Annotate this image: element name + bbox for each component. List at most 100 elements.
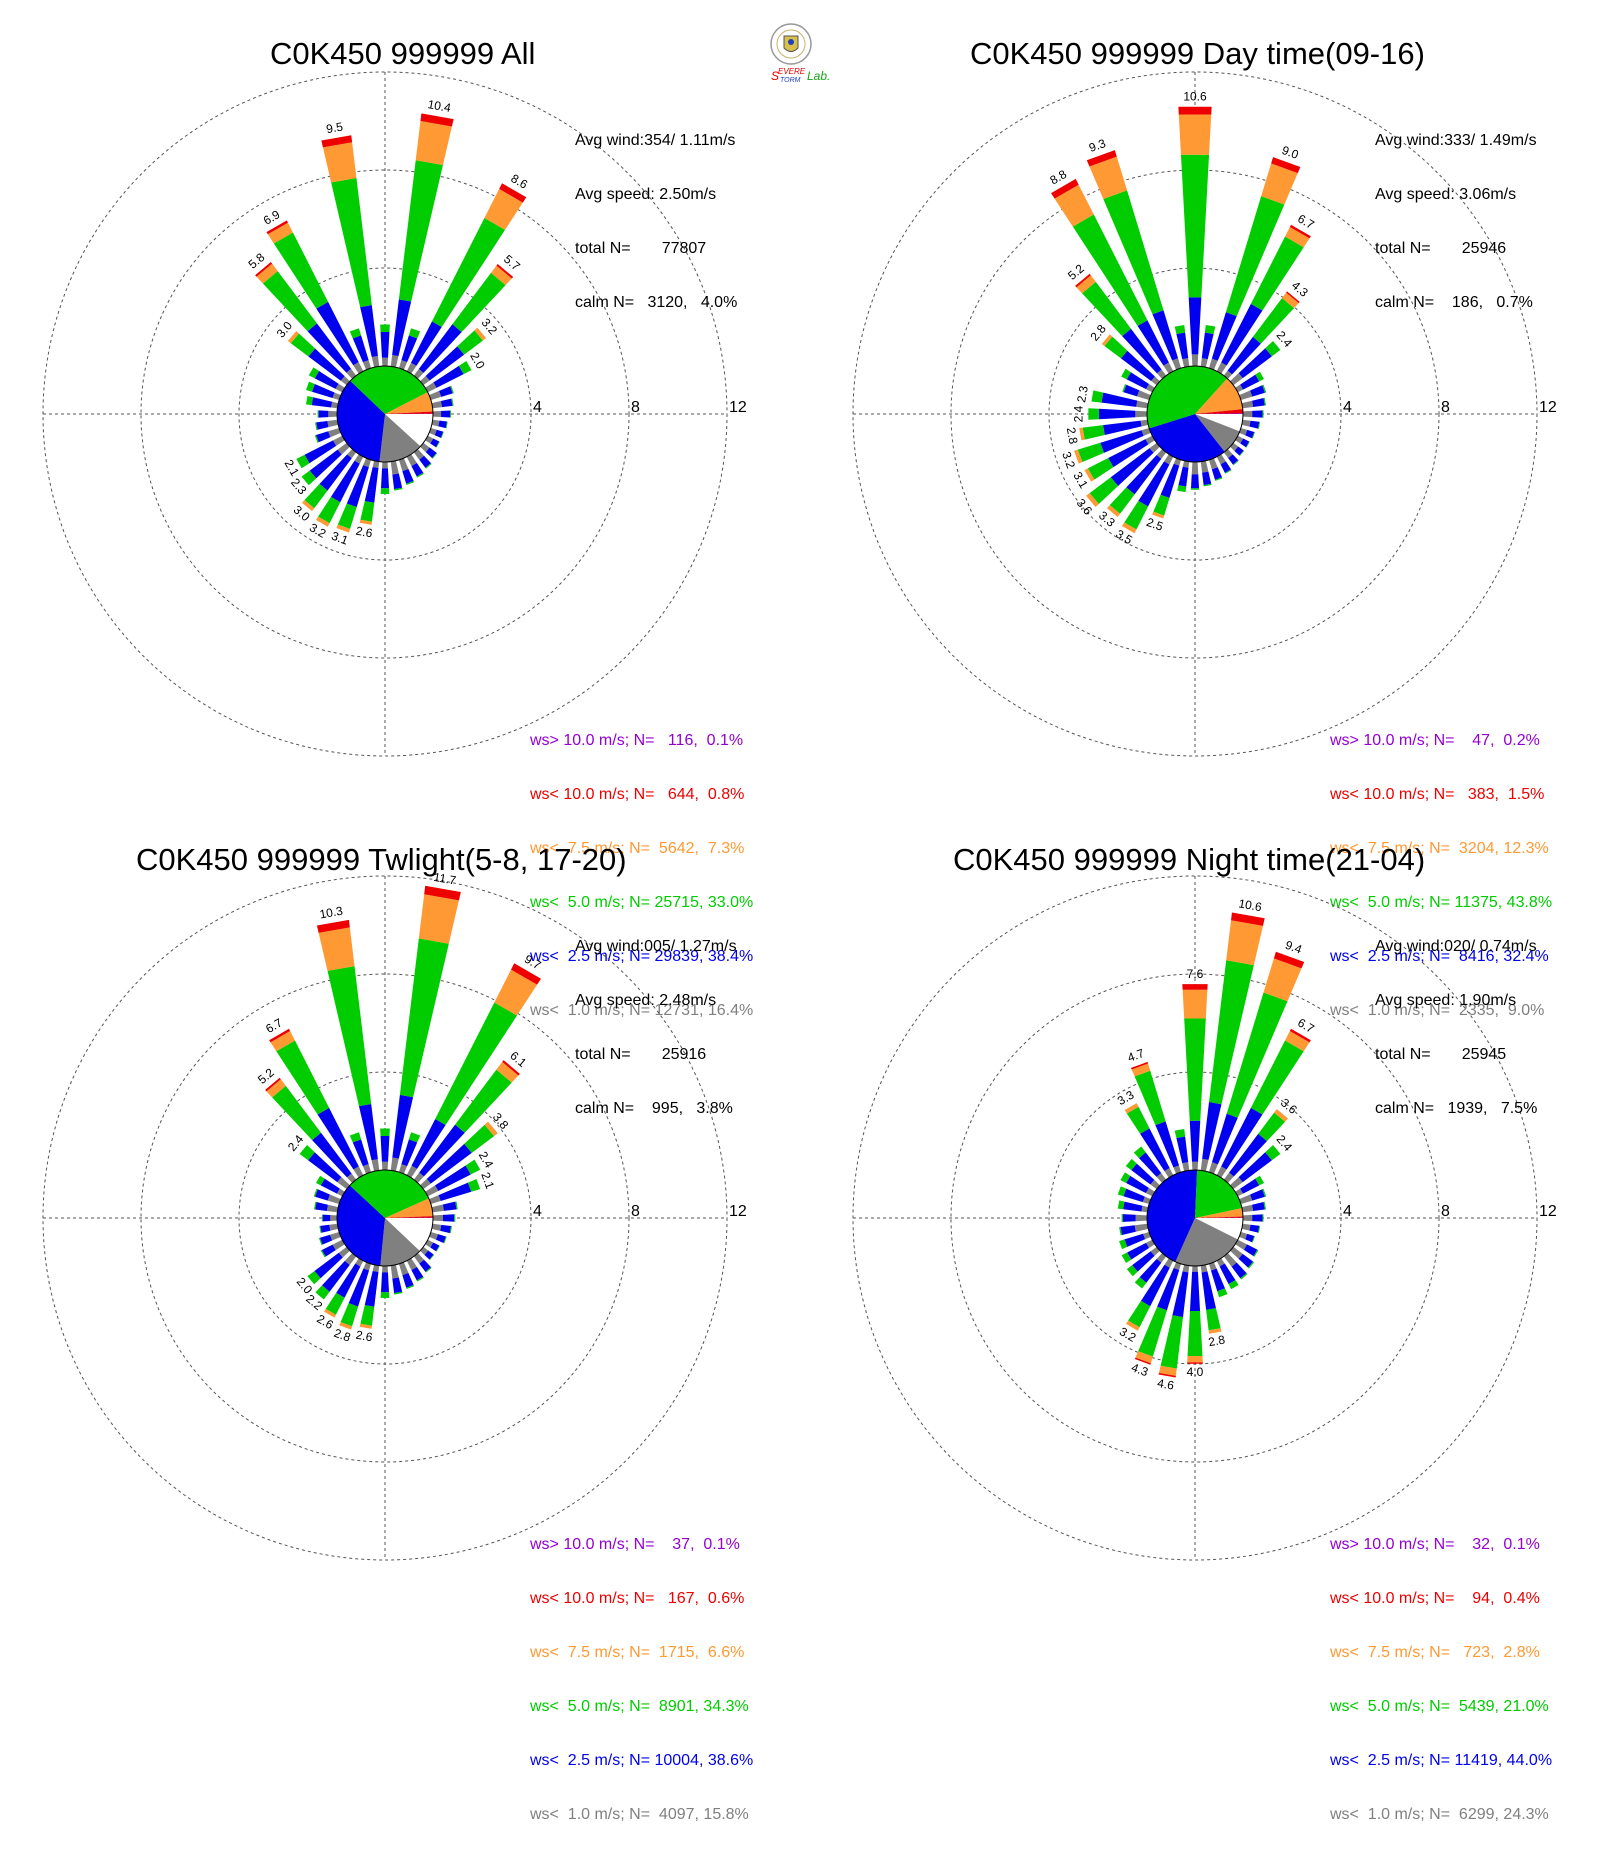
wind-rose-bar-segment bbox=[1137, 390, 1151, 400]
wind-rose-bar-segment bbox=[454, 1214, 455, 1222]
wind-rose-bar-segment bbox=[1078, 443, 1104, 462]
wind-rose-bar-segment bbox=[1178, 107, 1211, 115]
wind-rose-bar-segment bbox=[1250, 1189, 1265, 1200]
wind-rose-bar-segment bbox=[1083, 425, 1105, 440]
wind-rose-bar-segment bbox=[323, 142, 356, 182]
wind-rose-bar-segment bbox=[1252, 410, 1262, 417]
wind-rose-bar-segment bbox=[319, 410, 329, 417]
legend-item: ws< 10.0 m/s; N= 644, 0.8% bbox=[530, 786, 753, 804]
stats-block: Avg wind:005/ 1.27m/s Avg speed: 2.48m/s… bbox=[575, 902, 737, 1154]
bar-value-label: 6.9 bbox=[261, 207, 283, 228]
stat-avg-wind: Avg wind:020/ 0.74m/s bbox=[1375, 938, 1537, 956]
wind-rose-bar-segment bbox=[1135, 1224, 1149, 1232]
panel-title: C0K450 999999 Day time(09-16) bbox=[970, 36, 1425, 72]
legend-item: ws> 10.0 m/s; N= 37, 0.1% bbox=[530, 1536, 753, 1554]
radial-tick-label: 4 bbox=[533, 399, 542, 416]
bar-value-label: 6.7 bbox=[1295, 212, 1317, 233]
stat-avg-speed: Avg speed: 1.90m/s bbox=[1375, 992, 1537, 1010]
wind-rose-bar-segment bbox=[1161, 1315, 1183, 1368]
bar-value-label: 4.0 bbox=[1187, 1365, 1204, 1379]
wind-rose-bar-segment bbox=[382, 462, 388, 468]
wind-rose-bar-segment bbox=[1252, 1214, 1262, 1221]
wind-rose-bar-segment bbox=[1184, 1019, 1206, 1121]
wind-rose-bar-segment bbox=[391, 355, 399, 367]
bar-value-label: 10.6 bbox=[1237, 896, 1263, 914]
wind-rose-bar-segment bbox=[1183, 990, 1208, 1019]
wind-rose-bar-segment bbox=[1189, 297, 1202, 354]
bar-value-label: 6.7 bbox=[1295, 1016, 1317, 1037]
legend-item: ws> 10.0 m/s; N= 116, 0.1% bbox=[530, 732, 753, 750]
stats-block: Avg wind:020/ 0.74m/s Avg speed: 1.90m/s… bbox=[1375, 902, 1537, 1154]
wind-rose-bar-segment bbox=[400, 938, 449, 1097]
wind-rose-bar-segment bbox=[320, 1225, 330, 1233]
wind-rose-bar-segment bbox=[1262, 410, 1263, 417]
legend-item: ws< 10.0 m/s; N= 94, 0.4% bbox=[1330, 1590, 1552, 1608]
stat-avg-speed: Avg speed: 2.50m/s bbox=[575, 186, 737, 204]
wind-rose-bar-segment bbox=[1201, 1159, 1209, 1172]
wind-rose-bar-segment bbox=[391, 461, 399, 475]
radial-tick-label: 4 bbox=[533, 1203, 542, 1220]
wind-rose-bar-segment bbox=[1252, 398, 1265, 407]
wind-rose-bar-segment bbox=[392, 474, 402, 490]
wind-rose-bar-segment bbox=[391, 1265, 399, 1279]
wind-rose-bar-segment bbox=[328, 428, 341, 437]
speed-legend: ws> 10.0 m/s; N= 32, 0.1% ws< 10.0 m/s; … bbox=[1330, 1500, 1552, 1860]
speed-legend: ws> 10.0 m/s; N= 37, 0.1% ws< 10.0 m/s; … bbox=[530, 1500, 753, 1860]
severe-storm-lab-logo: S EVERE TORM Lab. bbox=[765, 22, 855, 84]
wind-rose-bar-segment bbox=[1190, 1121, 1201, 1162]
wind-rose-bar-segment bbox=[323, 1215, 331, 1222]
wind-rose-bar-segment bbox=[1202, 332, 1214, 359]
radial-tick-label: 12 bbox=[1539, 1203, 1557, 1220]
wind-rose-bar-segment bbox=[360, 501, 374, 522]
panel-title: C0K450 999999 Twlight(5-8, 17-20) bbox=[136, 842, 627, 878]
wind-rose-bar-segment bbox=[1182, 1162, 1189, 1171]
wind-rose-bar-segment bbox=[1226, 920, 1263, 965]
bar-value-label: 9.4 bbox=[1283, 938, 1304, 957]
bar-value-label: 2.8 bbox=[1207, 1332, 1226, 1349]
wind-rose-bar-segment bbox=[441, 399, 453, 408]
wind-rose-bar-segment bbox=[1188, 1311, 1203, 1356]
wind-rose-bar-segment bbox=[1135, 411, 1147, 417]
wind-rose-bar-segment bbox=[382, 358, 388, 366]
bar-value-label: 10.6 bbox=[1183, 89, 1207, 103]
legend-item: ws< 7.5 m/s; N= 723, 2.8% bbox=[1330, 1644, 1552, 1662]
wind-rose-bar-segment bbox=[1178, 467, 1188, 487]
wind-rose-bar-segment bbox=[1242, 1205, 1253, 1213]
bar-value-label: 4.6 bbox=[1156, 1376, 1175, 1393]
wind-rose-bar-segment bbox=[1202, 472, 1211, 485]
wind-rose-bar-segment bbox=[419, 894, 459, 943]
radial-tick-label: 12 bbox=[1539, 399, 1557, 416]
wind-rose-bar-segment bbox=[416, 121, 452, 165]
stat-avg-speed: Avg speed: 3.06m/s bbox=[1375, 186, 1537, 204]
wind-rose-bar-segment bbox=[438, 421, 447, 429]
wind-rose-bar-segment bbox=[440, 1225, 451, 1233]
legend-item: ws< 2.5 m/s; N= 11419, 44.0% bbox=[1330, 1752, 1552, 1770]
wind-rose-bar-segment bbox=[1122, 1214, 1123, 1222]
wind-rose-bar-segment bbox=[381, 332, 390, 358]
legend-item: ws< 10.0 m/s; N= 383, 1.5% bbox=[1330, 786, 1552, 804]
wind-rose-bar-segment bbox=[1123, 1214, 1136, 1222]
wind-rose-bar-segment bbox=[402, 1273, 413, 1288]
radial-tick-label: 8 bbox=[631, 1203, 640, 1220]
wind-rose-bar-segment bbox=[1124, 385, 1140, 397]
wind-rose-bar-segment bbox=[402, 469, 413, 484]
wind-rose-bar-segment bbox=[315, 1202, 328, 1211]
wind-rose-bar-segment bbox=[1191, 488, 1199, 489]
legend-item: ws> 10.0 m/s; N= 47, 0.2% bbox=[1330, 732, 1552, 750]
wind-rose-bar-segment bbox=[372, 356, 379, 367]
wind-rose-bar-segment bbox=[432, 1224, 442, 1231]
stats-block: Avg wind:333/ 1.49m/s Avg speed: 3.06m/s… bbox=[1375, 96, 1537, 348]
stat-total-n: total N= 77807 bbox=[575, 240, 737, 258]
stat-calm-n: calm N= 3120, 4.0% bbox=[575, 294, 737, 312]
wind-rose-bar-segment bbox=[1182, 984, 1207, 990]
wind-rose-bar-segment bbox=[312, 397, 332, 407]
wind-rose-bar-segment bbox=[433, 411, 441, 417]
radial-tick-label: 8 bbox=[1441, 1203, 1450, 1220]
bar-value-label: 7.6 bbox=[1187, 967, 1204, 981]
wind-rose-bar-segment bbox=[381, 468, 389, 488]
wind-rose-bar-segment bbox=[1136, 1215, 1147, 1221]
stat-total-n: total N= 25945 bbox=[1375, 1046, 1537, 1064]
legend-item: ws< 1.0 m/s; N= 4097, 15.8% bbox=[530, 1806, 753, 1824]
